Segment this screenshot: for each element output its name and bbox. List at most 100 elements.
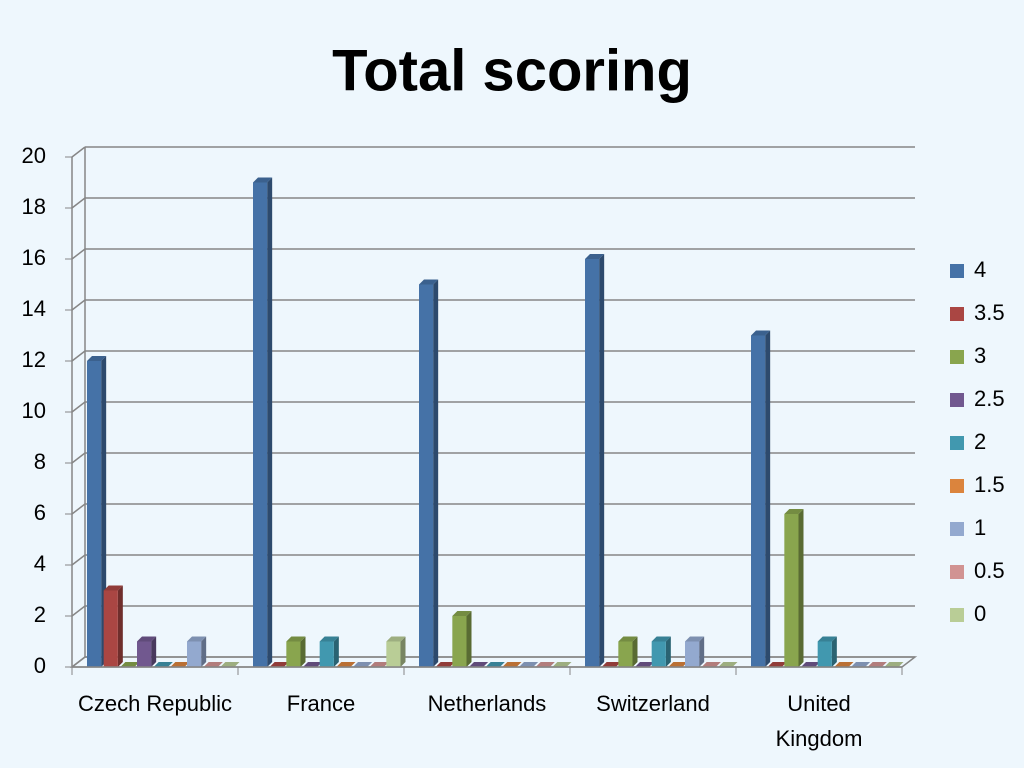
bar: [618, 641, 633, 667]
chart-title: Total scoring: [332, 38, 692, 103]
bar-top: [651, 636, 671, 642]
bar-side: [599, 254, 605, 667]
bar-top: [319, 636, 339, 642]
x-tick-label: United Kingdom: [776, 691, 863, 751]
bar-top: [369, 662, 389, 667]
bar-top: [286, 636, 306, 642]
bar-top: [253, 177, 273, 183]
bar-top: [485, 662, 505, 667]
legend-label: 1.5: [974, 472, 1005, 497]
bar-top: [635, 662, 655, 667]
bar-top: [884, 662, 904, 667]
bar: [87, 361, 102, 667]
bar-top: [220, 662, 240, 667]
x-tick-label: Switzerland: [596, 691, 710, 716]
bar-top: [103, 585, 123, 591]
bar-side: [333, 636, 339, 667]
bar-side: [201, 636, 207, 667]
x-tick-label: France: [287, 691, 355, 716]
bar-top: [767, 662, 787, 667]
bar-top: [668, 662, 688, 667]
bar: [452, 616, 467, 667]
bar: [187, 641, 202, 667]
legend-swatch: [950, 565, 964, 579]
bar-side: [117, 585, 123, 667]
bar-side: [151, 636, 157, 667]
legend-swatch: [950, 264, 964, 278]
legend-label: 1: [974, 515, 986, 540]
legend-label: 4: [974, 257, 986, 282]
bar-top: [353, 662, 373, 667]
y-tick-label: 0: [34, 653, 46, 678]
bar-top: [153, 662, 173, 667]
legend-swatch: [950, 522, 964, 536]
legend-label: 0: [974, 601, 986, 626]
bar-side: [798, 509, 804, 667]
bar: [685, 641, 700, 667]
bar-side: [433, 279, 439, 667]
y-tick-label: 16: [22, 245, 46, 270]
bar-side: [632, 636, 638, 667]
y-tick-label: 12: [22, 347, 46, 372]
y-tick-label: 18: [22, 194, 46, 219]
bar: [651, 641, 666, 667]
bar: [103, 590, 118, 667]
y-tick-label: 2: [34, 602, 46, 627]
grid-line-side: [71, 452, 86, 464]
y-tick-label: 6: [34, 500, 46, 525]
legend-swatch: [950, 608, 964, 622]
bar-top: [834, 662, 854, 667]
bar-top: [269, 662, 289, 667]
y-tick-label: 4: [34, 551, 46, 576]
bar-top: [386, 636, 406, 642]
y-tick-label: 20: [22, 143, 46, 168]
legend-swatch: [950, 350, 964, 364]
y-tick-label: 10: [22, 398, 46, 423]
bar-side: [831, 636, 837, 667]
bar-top: [751, 330, 771, 336]
bar-top: [585, 254, 605, 259]
bar: [784, 514, 799, 667]
legend-swatch: [950, 307, 964, 321]
bar-side: [400, 636, 406, 667]
bar-top: [701, 662, 721, 667]
bar-top: [469, 662, 489, 667]
bar-top: [535, 662, 555, 667]
bar: [319, 641, 334, 667]
grid-line-side: [71, 197, 86, 209]
bar: [386, 641, 401, 667]
bar-top: [170, 662, 190, 667]
legend-swatch: [950, 393, 964, 407]
bar-top: [718, 662, 738, 667]
bar-side: [267, 177, 273, 667]
bar-top: [203, 662, 223, 667]
y-tick-label: 8: [34, 449, 46, 474]
grid-line-side: [71, 248, 86, 260]
bar-top: [618, 636, 638, 642]
bar-top: [435, 662, 455, 667]
bar-side: [300, 636, 306, 667]
bar: [585, 259, 600, 667]
bar-top: [419, 279, 439, 285]
x-tick-label: Czech Republic: [78, 691, 232, 716]
bar-top: [851, 662, 871, 667]
grid-line-side: [71, 401, 86, 413]
legend-label: 3: [974, 343, 986, 368]
bar-top: [685, 636, 705, 642]
bar: [419, 284, 434, 667]
bar-side: [665, 636, 671, 667]
grid-line-side: [71, 146, 86, 158]
bar-top: [867, 662, 887, 667]
bar-top: [336, 662, 356, 667]
bar-top: [187, 636, 207, 642]
bar-side: [466, 611, 472, 667]
grid-line-side: [71, 350, 86, 362]
bar-side: [765, 330, 771, 667]
bar-top: [817, 636, 837, 642]
bar-top: [784, 509, 804, 514]
bar: [751, 335, 766, 667]
grid-line-side: [71, 554, 86, 566]
legend-swatch: [950, 479, 964, 493]
